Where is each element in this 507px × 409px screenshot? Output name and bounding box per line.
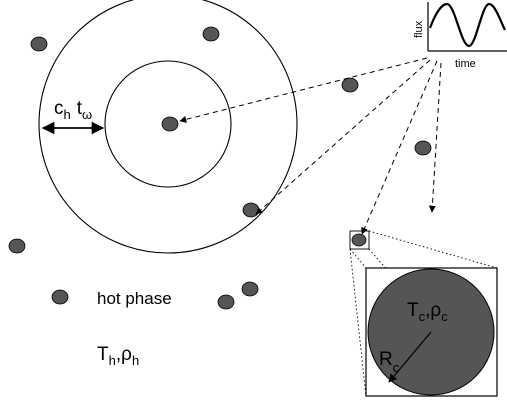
cold-clouds [8,26,432,310]
hot-phase-legend: hot phase [97,289,172,308]
flux-inset: flux time [413,2,507,70]
cloud-dot [8,238,26,254]
radius-label: Rc [379,349,400,375]
arrow-to-selected-cloud [361,60,438,235]
cloud-dot [202,26,220,42]
hot-phase-label: Th,ρh [97,344,139,368]
cold-phase-label: Tc,ρc [407,300,448,324]
cloud-dot [30,36,48,52]
arrow-to-horizon-cloud [255,59,431,215]
inset-xlabel: time [455,58,476,70]
arrow-to-center-cloud [179,57,428,123]
cloud-dot [161,116,179,132]
cloud-dot [51,289,69,305]
cloud-dot [241,281,259,297]
speed-label: ch tω [54,98,92,122]
radius-line [388,331,432,383]
inner-horizon-circle [104,60,232,188]
inset-ylabel: flux [413,20,425,38]
cloud-dot [351,233,367,247]
cloud-dot [341,77,359,93]
selected-cloud-box [349,230,370,250]
cloud-dot [217,294,235,310]
flux-curve [428,2,506,48]
outer-horizon-circle [38,0,298,254]
cloud-dot [242,202,260,218]
signal-arrows [179,57,442,235]
cloud-dot [414,140,432,156]
arrow-downward [428,62,442,213]
